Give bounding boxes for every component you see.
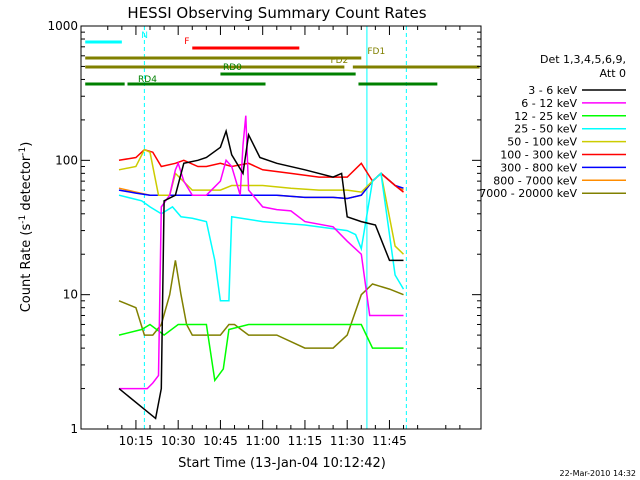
x-tick-label: 11:00	[245, 434, 280, 448]
legend-entry-label: 3 - 6 keV	[528, 84, 577, 97]
x-tick-label: 11:15	[288, 434, 323, 448]
legend-entry-label: 12 - 25 keV	[514, 110, 577, 123]
flag-label: RD0	[223, 63, 242, 73]
legend-header-line-2: Att 0	[600, 67, 626, 80]
x-tick-label: 10:30	[161, 434, 196, 448]
legend-entry-label: 300 - 800 keV	[500, 161, 577, 174]
legend-entry-label: 800 - 7000 keV	[493, 174, 577, 187]
x-tick-label: 11:30	[330, 434, 365, 448]
flag-label: N	[141, 31, 148, 41]
flag-label: RD4	[138, 75, 157, 85]
series-line	[118, 171, 405, 302]
legend-entry-label: 7000 - 20000 keV	[479, 187, 577, 200]
plot-frame	[80, 25, 482, 430]
date-stamp: 22-Mar-2010 14:32	[560, 469, 637, 478]
chart-title: HESSI Observing Summary Count Rates	[127, 4, 426, 22]
x-tick-label: 10:45	[203, 434, 238, 448]
x-axis: 10:15 10:30 10:45 11:00 11:15 11:30 11:45	[107, 26, 461, 448]
x-tick-label: 10:15	[119, 434, 154, 448]
y-tick-label: 10	[63, 288, 78, 302]
plot-area: N F FD1 FD2 RD0 RD4	[85, 26, 480, 429]
legend-header-line-1: Det 1,3,4,5,6,9,	[540, 53, 626, 66]
flag-label: FD1	[367, 47, 385, 57]
legend-entry-label: 100 - 300 keV	[500, 149, 577, 162]
y-axis-label: Count Rate (s-1 detector-1)	[18, 142, 34, 313]
series-line	[118, 323, 404, 383]
x-tick-label: 11:45	[372, 434, 407, 448]
legend-entry-label: 25 - 50 keV	[514, 123, 577, 136]
y-axis: 1 10 100 1000	[47, 19, 481, 436]
series-line	[118, 260, 404, 349]
legend-entry-label: 6 - 12 keV	[521, 97, 577, 110]
legend-entry-label: 50 - 100 keV	[507, 136, 577, 149]
y-tick-label: 1	[70, 422, 78, 436]
series-line	[119, 115, 404, 390]
y-tick-label: 100	[55, 153, 78, 167]
y-tick-label: 1000	[47, 19, 78, 33]
flag-label: F	[184, 37, 189, 47]
x-axis-label: Start Time (13-Jan-04 10:12:42)	[178, 456, 386, 471]
series-line	[118, 128, 404, 420]
flag-label: FD2	[330, 56, 348, 66]
